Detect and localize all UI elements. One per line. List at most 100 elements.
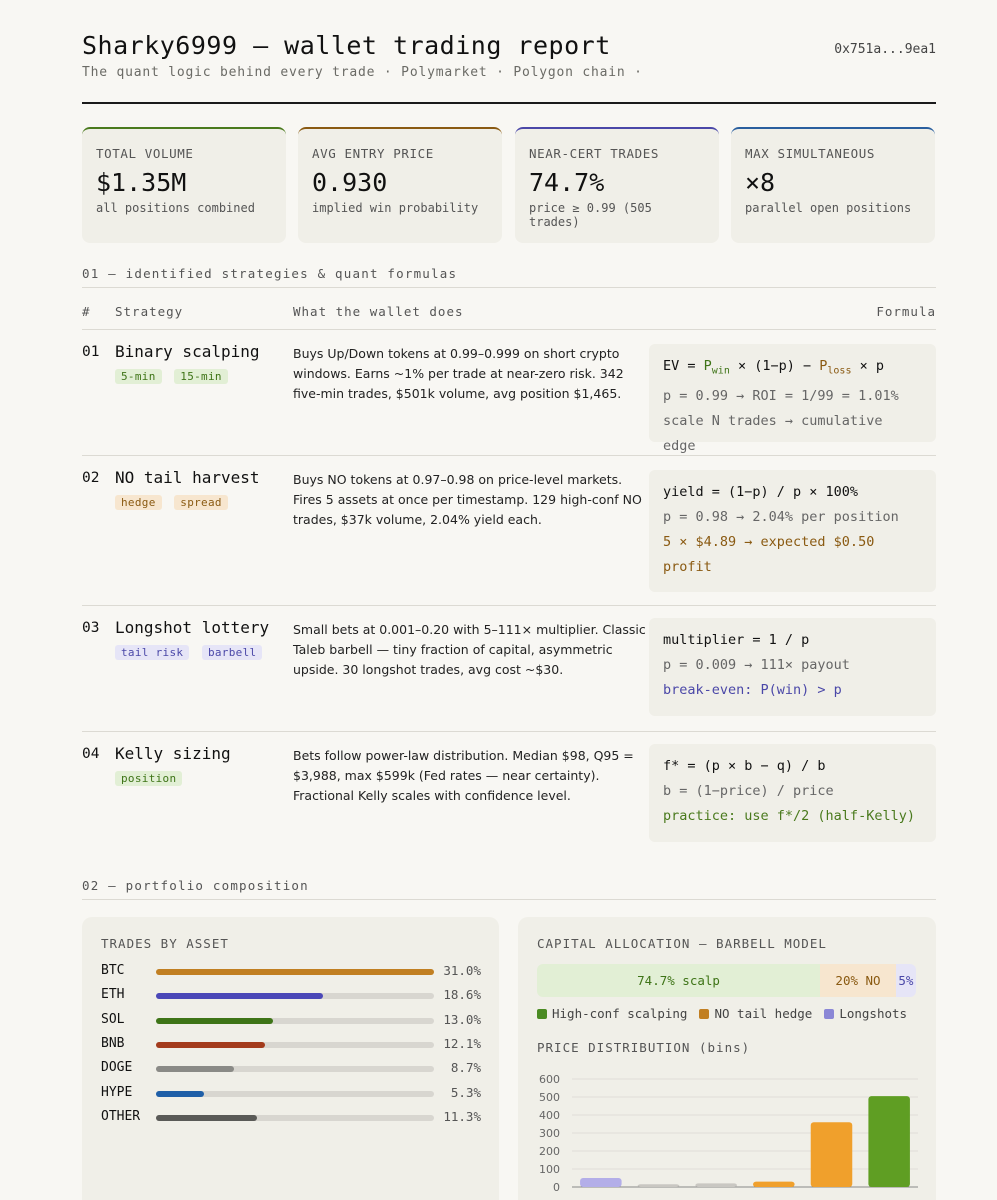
panel-title: CAPITAL ALLOCATION — BARBELL MODEL: [537, 936, 827, 951]
report-header: Sharky6999 — wallet trading report The q…: [82, 28, 936, 104]
card-avg-entry-price: AVG ENTRY PRICE 0.930 implied win probab…: [298, 127, 502, 243]
card-sub: all positions combined: [96, 201, 255, 215]
allocation-segment-0: 74.7% scalp: [537, 964, 821, 997]
asset-row-hype: HYPE 5.3%: [101, 1085, 481, 1101]
card-max-simultaneous: MAX SIMULTANEOUS ×8 parallel open positi…: [731, 127, 935, 243]
strategy-num: 03: [82, 620, 100, 636]
legend-swatch: [699, 1009, 710, 1019]
formula-line-3: break-even: P(win) > p: [663, 682, 842, 698]
distribution-bar-3: [753, 1181, 795, 1187]
y-tick-label: 500: [539, 1091, 560, 1104]
strategy-num: 04: [82, 746, 100, 762]
formula-line-3: 5 × $4.89 → expected $0.50 profit: [663, 534, 875, 575]
y-tick-label: 0: [553, 1181, 560, 1194]
report-subtitle: The quant logic behind every trade · Pol…: [82, 65, 643, 80]
asset-name: BNB: [101, 1035, 125, 1051]
strategy-formula: multiplier = 1 / p p = 0.009 → 111× payo…: [649, 618, 936, 716]
summary-cards: TOTAL VOLUME $1.35M all positions combin…: [82, 127, 936, 243]
asset-bar-fill: [156, 1041, 265, 1048]
distribution-bar-4: [810, 1122, 853, 1187]
section-portfolio-title: 02 — portfolio composition: [82, 878, 936, 900]
asset-name: SOL: [101, 1011, 125, 1027]
strategy-name: Binary scalping: [115, 342, 260, 361]
allocation-bar: 74.7% scalp 20% NO 5%: [537, 964, 916, 997]
distribution-title: PRICE DISTRIBUTION (bins): [537, 1040, 751, 1055]
strategy-row-binary-scalping: 01 Binary scalping 5-min 15-min Buys Up/…: [82, 330, 936, 456]
formula-line-1: multiplier = 1 / p: [663, 632, 810, 648]
legend-label: High-conf scalping: [552, 1006, 688, 1021]
asset-bar-fill: [156, 1114, 258, 1121]
strategy-formula: f* = (p × b − q) / b b = (1−price) / pri…: [649, 744, 936, 842]
y-tick-label: 200: [539, 1145, 560, 1158]
strategy-row-no-tail-harvest: 02 NO tail harvest hedge spread Buys NO …: [82, 456, 936, 606]
legend-item: High-conf scalping: [537, 1006, 687, 1021]
distribution-bar-2: [695, 1183, 737, 1187]
tag: 5-min: [115, 369, 162, 384]
formula-line-2: p = 0.98 → 2.04% per position: [663, 509, 899, 525]
formula-line-2: p = 0.99 → ROI = 1/99 = 1.01%: [663, 387, 899, 404]
asset-percent: 8.7%: [450, 1060, 481, 1076]
legend-item: Longshots: [824, 1006, 907, 1021]
formula-line-1: EV = Pwin × (1−p) − Ploss × p: [663, 358, 884, 377]
trades-by-asset-panel: TRADES BY ASSET BTC 31.0% ETH 18.6% SOL 13.0%…: [82, 917, 499, 1200]
strategy-name: Kelly sizing: [115, 744, 231, 763]
card-total-volume: TOTAL VOLUME $1.35M all positions combin…: [82, 127, 286, 243]
allocation-segment-2: 5%: [895, 964, 916, 997]
strategy-num: 02: [82, 470, 100, 486]
asset-name: OTHER: [101, 1108, 141, 1124]
asset-percent: 31.0%: [443, 963, 481, 978]
wallet-address[interactable]: 0x751a...9ea1: [834, 42, 936, 57]
asset-bar-track: [156, 1114, 434, 1121]
card-value: 74.7%: [529, 168, 605, 197]
y-tick-label: 100: [539, 1163, 560, 1176]
asset-bar-track: [156, 969, 434, 975]
legend-label: NO tail hedge: [714, 1006, 813, 1021]
card-value: ×8: [745, 168, 776, 197]
y-tick-label: 300: [539, 1127, 560, 1140]
distribution-bar-1: [637, 1184, 680, 1187]
col-formula-header: Formula: [876, 304, 936, 319]
strategy-table-header: # Strategy What the wallet does Formula: [82, 304, 936, 330]
asset-row-bnb: BNB 12.1%: [101, 1036, 481, 1052]
asset-row-sol: SOL 13.0%: [101, 1012, 481, 1028]
price-distribution-chart: 600 500 400 300 200 100 0: [539, 1073, 918, 1194]
legend-item: NO tail hedge: [699, 1006, 812, 1021]
card-label: MAX SIMULTANEOUS: [745, 146, 876, 161]
tag: spread: [174, 495, 228, 510]
capital-allocation-panel: CAPITAL ALLOCATION — BARBELL MODEL 74.7%…: [518, 917, 936, 1200]
strategy-tags: hedge spread: [115, 491, 231, 510]
card-label: NEAR-CERT TRADES: [529, 146, 660, 161]
card-label: TOTAL VOLUME: [96, 146, 194, 161]
distribution-bar-0: [580, 1178, 622, 1187]
formula-line-2: b = (1−price) / price: [663, 783, 834, 799]
card-sub: price ≥ 0.99 (505 trades): [529, 201, 652, 229]
card-label: AVG ENTRY PRICE: [312, 146, 434, 161]
strategy-name: Longshot lottery: [115, 618, 270, 637]
formula-line-2: p = 0.009 → 111× payout: [663, 657, 850, 673]
strategy-desc: Bets follow power-law distribution. Medi…: [293, 748, 634, 803]
strategy-num: 01: [82, 344, 100, 360]
strategy-desc: Buys Up/Down tokens at 0.99–0.999 on sho…: [293, 346, 624, 401]
legend-swatch: [537, 1009, 547, 1019]
asset-percent: 11.3%: [443, 1108, 481, 1124]
col-strategy-header: Strategy: [115, 304, 184, 319]
asset-name: BTC: [101, 963, 125, 978]
formula-line-1: yield = (1−p) / p × 100%: [663, 484, 859, 500]
asset-percent: 5.3%: [450, 1084, 481, 1100]
formula-line-3: scale N trades → cumulative edge: [663, 412, 883, 454]
asset-bar-fill: [156, 969, 434, 975]
asset-bar-fill: [156, 1066, 235, 1073]
asset-bar-track: [156, 1090, 434, 1097]
legend-label: Longshots: [839, 1006, 908, 1021]
asset-percent: 13.0%: [443, 1011, 481, 1027]
asset-name: DOGE: [101, 1060, 133, 1076]
strategy-formula: EV = Pwin × (1−p) − Ploss × p p = 0.99 →…: [649, 344, 936, 454]
strategy-tags: position: [115, 767, 185, 786]
card-value: 0.930: [312, 168, 388, 197]
strategy-desc: Small bets at 0.001–0.20 with 5–111× mul…: [293, 622, 646, 677]
distribution-bar-5: [868, 1096, 910, 1187]
asset-name: ETH: [101, 987, 125, 1003]
allocation-legend: High-conf scalping NO tail hedge Longshots: [537, 1006, 919, 1021]
col-desc-header: What the wallet does: [293, 304, 464, 319]
asset-bar-fill: [156, 993, 323, 1000]
